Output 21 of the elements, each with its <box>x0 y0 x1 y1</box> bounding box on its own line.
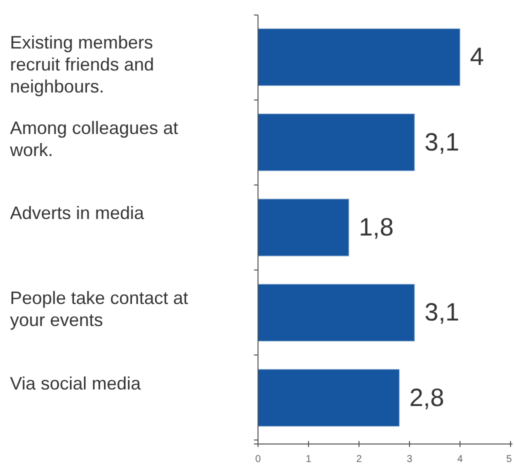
y-tick-label: Via social media <box>10 373 142 394</box>
data-label: 3,1 <box>424 128 460 156</box>
x-tick-label: 4 <box>457 454 464 465</box>
bar <box>258 114 415 172</box>
x-tick-label: 0 <box>255 454 262 465</box>
x-tick-label: 3 <box>406 454 413 465</box>
data-label: 1,8 <box>358 214 394 242</box>
y-tick-label: People take contact at your events <box>10 288 188 330</box>
data-label: 3,1 <box>424 298 460 327</box>
x-tick-label: 2 <box>356 454 362 465</box>
bar <box>258 198 350 256</box>
bar <box>258 284 415 342</box>
data-label: 4 <box>470 43 484 72</box>
bar <box>258 28 460 86</box>
y-tick-label: Among colleagues at work. <box>9 118 178 160</box>
x-tick-label: 5 <box>506 454 512 465</box>
y-tick-label: Adverts in media <box>10 202 146 223</box>
x-tick-label: 1 <box>306 454 312 465</box>
y-tick-label: Existing members recruit friends and neighbours. <box>10 32 154 97</box>
bar <box>258 369 400 427</box>
data-label: 2,8 <box>409 384 444 412</box>
